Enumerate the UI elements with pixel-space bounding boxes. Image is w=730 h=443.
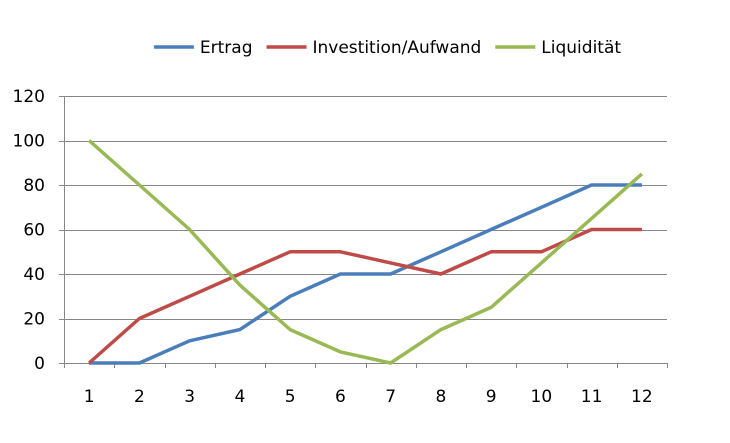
x-tick-label: 1 (84, 387, 95, 407)
y-tick-label: 120 (13, 87, 45, 107)
y-tick-label: 40 (23, 265, 45, 285)
series-line-liquidit-t (87, 139, 644, 365)
legend-label: Investition/Aufwand (313, 38, 482, 58)
y-tick-label: 60 (23, 221, 45, 241)
x-tick-label: 8 (435, 387, 446, 407)
y-tick-label: 0 (34, 354, 45, 374)
legend-item: Investition/Aufwand (266, 38, 482, 58)
x-tick-label: 3 (184, 387, 195, 407)
chart-gridlines (64, 96, 667, 320)
legend-item: Ertrag (153, 38, 253, 58)
x-tick-label: 7 (385, 387, 396, 407)
y-tick-label: 80 (23, 176, 45, 196)
y-axis-tick-labels: 0 20 40 60 80 100 120 (13, 87, 45, 374)
series-line-ertrag (89, 183, 642, 365)
chart-axes (59, 96, 668, 368)
series-line-investition-aufwand (87, 227, 642, 365)
x-tick-label: 10 (531, 387, 553, 407)
x-tick-label: 6 (335, 387, 346, 407)
chart-legend: Ertrag Investition/Aufwand Liquidität (153, 38, 621, 58)
legend-label: Ertrag (200, 38, 253, 58)
legend-item: Liquidität (495, 38, 621, 58)
x-tick-label: 9 (486, 387, 497, 407)
x-tick-label: 12 (631, 387, 653, 407)
x-tick-label: 2 (134, 387, 145, 407)
y-tick-label: 100 (13, 132, 45, 152)
y-tick-label: 20 (23, 310, 45, 330)
x-tick-label: 11 (581, 387, 603, 407)
x-tick-label: 4 (234, 387, 245, 407)
legend-label: Liquidität (541, 38, 621, 58)
x-axis-tick-labels: 1 2 3 4 5 6 7 8 9 10 11 12 (84, 387, 653, 407)
x-tick-label: 5 (285, 387, 296, 407)
series-lines (87, 139, 644, 365)
